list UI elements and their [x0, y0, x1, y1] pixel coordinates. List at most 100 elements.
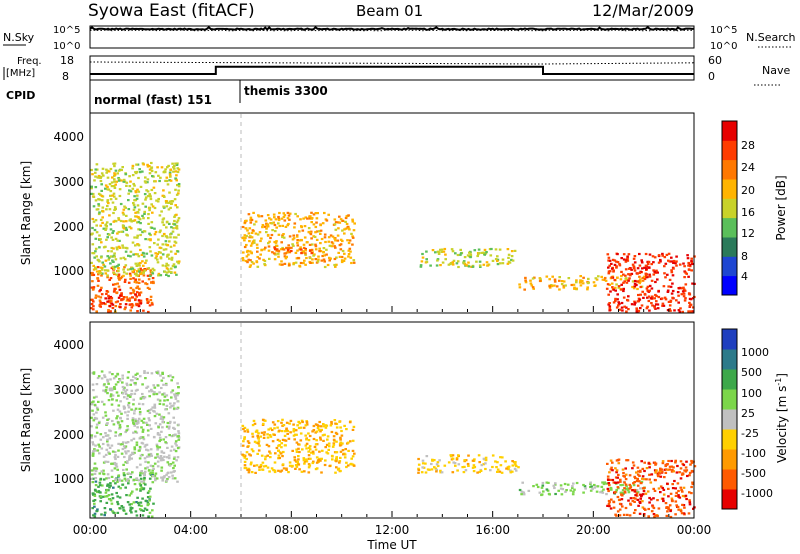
heatmap-cell	[462, 261, 466, 264]
heatmap-cell	[249, 235, 252, 238]
colorbar-swatch	[722, 256, 737, 277]
noise-sky-series	[89, 25, 695, 31]
heatmap-cell	[464, 459, 468, 462]
heatmap-cell	[610, 267, 614, 270]
heatmap-cell	[296, 241, 299, 244]
heatmap-cell	[139, 397, 143, 400]
heatmap-cell	[664, 464, 668, 467]
heatmap-cell	[96, 376, 100, 380]
heatmap-cell	[440, 471, 444, 474]
heatmap-cell	[282, 450, 285, 454]
heatmap-cell	[686, 474, 689, 478]
heatmap-cell	[284, 252, 287, 255]
heatmap-cell	[286, 429, 290, 432]
heatmap-cell	[553, 280, 557, 283]
heatmap-cell	[97, 176, 101, 179]
heatmap-cell	[115, 248, 119, 251]
heatmap-cell	[146, 286, 150, 289]
heatmap-cell	[608, 259, 612, 262]
heatmap-cell	[106, 185, 109, 189]
heatmap-cell	[120, 168, 123, 172]
heatmap-cell	[252, 211, 255, 214]
heatmap-cell	[169, 236, 172, 239]
heatmap-cell	[258, 444, 261, 447]
heatmap-cell	[335, 466, 338, 469]
heatmap-cell	[670, 269, 673, 272]
heatmap-cell	[451, 454, 455, 457]
heatmap-cell	[601, 278, 605, 281]
heatmap-cell	[679, 486, 683, 489]
heatmap-cell	[174, 236, 178, 239]
heatmap-cell	[284, 257, 288, 260]
heatmap-cell	[618, 302, 621, 306]
freq-left-label-2: [MHz]	[6, 68, 35, 79]
heatmap-cell	[119, 219, 123, 223]
heatmap-cell	[138, 402, 141, 405]
heatmap-cell	[625, 485, 628, 488]
heatmap-cell	[171, 200, 175, 203]
heatmap-cell	[628, 487, 632, 490]
heatmap-cell	[164, 235, 168, 238]
heatmap-cell	[304, 249, 307, 252]
heatmap-cell	[111, 255, 114, 258]
heatmap-cell	[92, 450, 95, 453]
heatmap-cell	[308, 249, 312, 252]
heatmap-cell	[117, 474, 120, 477]
heatmap-cell	[177, 183, 181, 186]
heatmap-cell	[314, 212, 318, 215]
heatmap-cell	[479, 265, 482, 268]
heatmap-cell	[138, 413, 142, 416]
heatmap-cell	[110, 297, 114, 300]
heatmap-cell	[144, 176, 147, 179]
heatmap-cell	[110, 246, 114, 250]
heatmap-cell	[142, 482, 146, 485]
heatmap-cell	[153, 180, 156, 183]
heatmap-cell	[102, 455, 106, 458]
heatmap-cell	[425, 260, 429, 263]
heatmap-cell	[320, 237, 324, 241]
heatmap-cell	[145, 259, 148, 262]
heatmap-cell	[133, 424, 136, 427]
heatmap-cell	[614, 297, 617, 300]
heatmap-cell	[139, 436, 143, 439]
heatmap-cell	[169, 420, 172, 423]
heatmap-cell	[171, 389, 175, 392]
heatmap-cell	[243, 437, 246, 440]
heatmap-cell	[104, 460, 107, 463]
heatmap-cell	[122, 256, 126, 259]
heatmap-cell	[128, 219, 131, 222]
heatmap-cell	[521, 491, 525, 494]
heatmap-cell	[513, 467, 517, 470]
heatmap-cell	[323, 233, 327, 236]
heatmap-cell	[518, 286, 522, 289]
heatmap-cell	[107, 300, 111, 303]
heatmap-cell	[243, 464, 247, 467]
heatmap-cell	[691, 262, 694, 266]
heatmap-cell	[106, 176, 110, 179]
heatmap-cell	[247, 441, 251, 445]
heatmap-cell	[624, 467, 627, 470]
heatmap-cell	[343, 228, 346, 231]
heatmap-cell	[452, 461, 455, 464]
heatmap-cell	[511, 259, 515, 262]
heatmap-cell	[268, 470, 271, 473]
heatmap-cell	[684, 283, 688, 286]
heatmap-cell	[262, 258, 265, 261]
heatmap-cell	[627, 295, 630, 298]
heatmap-cell	[633, 261, 637, 264]
heatmap-cell	[102, 469, 105, 472]
heatmap-cell	[174, 442, 177, 445]
heatmap-cell	[113, 173, 117, 176]
heatmap-cell	[119, 443, 123, 446]
heatmap-cell	[125, 468, 128, 471]
heatmap-cell	[147, 267, 151, 270]
heatmap-cell	[95, 395, 98, 398]
heatmap-cell	[628, 277, 631, 280]
heatmap-cell	[167, 208, 171, 211]
heatmap-cell	[158, 436, 162, 439]
heatmap-cell	[174, 241, 178, 244]
heatmap-cell	[106, 418, 109, 421]
heatmap-cell	[169, 175, 172, 178]
heatmap-cell	[108, 486, 111, 489]
heatmap-cell	[270, 222, 274, 225]
